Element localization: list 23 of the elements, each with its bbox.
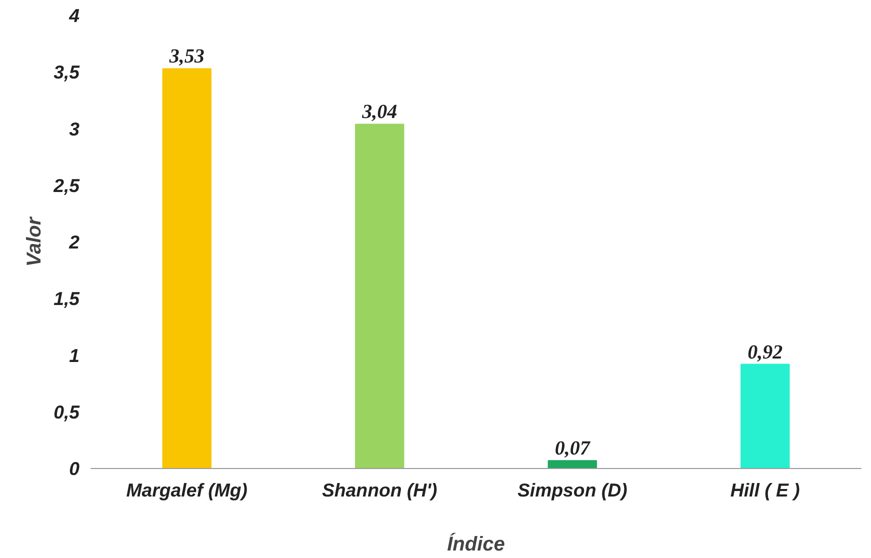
- y-tick-label: 4: [68, 5, 80, 26]
- bar: [355, 124, 404, 468]
- data-label: 3,04: [361, 101, 398, 124]
- x-tick-label: Margalef (Mg): [126, 480, 248, 500]
- bar: [162, 68, 212, 468]
- data-label: 0,92: [748, 341, 783, 364]
- y-tick-label: 0: [69, 458, 80, 479]
- y-tick-label: 3,5: [54, 62, 80, 83]
- x-tick-label: Simpson (D): [517, 480, 628, 500]
- bar: [548, 460, 597, 468]
- data-label: 3,53: [168, 46, 204, 68]
- x-tick-label: Hill ( E ): [730, 480, 800, 500]
- y-tick-label: 0,5: [54, 401, 80, 422]
- y-tick-label: 2: [68, 232, 80, 252]
- bar: [740, 364, 790, 468]
- data-label: 0,07: [554, 438, 591, 460]
- y-tick-label: 1: [69, 344, 80, 366]
- x-axis-title: Índice: [447, 532, 505, 556]
- y-tick-label: 1,5: [54, 288, 80, 310]
- y-tick-label: 2,5: [52, 174, 80, 196]
- y-tick-label: 3: [69, 118, 80, 140]
- y-axis-title: Valor: [24, 216, 46, 267]
- x-tick-label: Shannon (H'): [322, 480, 438, 500]
